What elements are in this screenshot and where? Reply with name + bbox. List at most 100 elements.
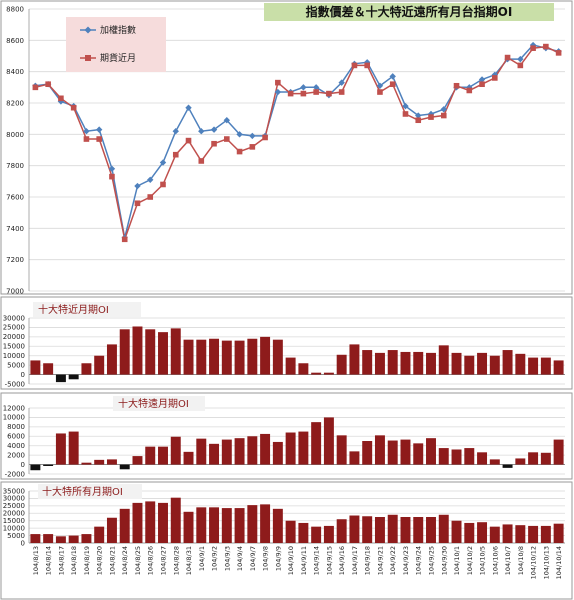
near-month-bar xyxy=(451,352,462,375)
series-1-point xyxy=(338,79,345,86)
near-month-bar xyxy=(438,345,449,375)
all-month-bar xyxy=(489,526,500,543)
near-month-bar xyxy=(528,357,539,375)
far-month-bar xyxy=(68,431,79,465)
all-month-bar xyxy=(336,519,347,543)
all-month-bar xyxy=(540,525,551,543)
date-tick: 104/10/14 xyxy=(555,546,563,579)
near-month-y-tick: -5000 xyxy=(5,380,25,388)
series-2-point xyxy=(262,134,268,141)
all-month-bar xyxy=(221,508,232,543)
near-month-bar xyxy=(81,363,92,375)
near-month-bar xyxy=(336,354,347,375)
far-month-bar xyxy=(221,439,232,465)
date-tick: 104/9/25 xyxy=(428,546,436,575)
near-month-y-tick: 30000 xyxy=(3,314,25,322)
date-tick: 104/8/25 xyxy=(134,546,142,575)
series-1-point xyxy=(185,104,192,111)
series-2-point xyxy=(530,45,536,51)
series-2-point xyxy=(415,117,422,124)
near-month-bar xyxy=(285,357,296,375)
series-2-point xyxy=(249,144,256,150)
all-month-bar xyxy=(196,507,207,543)
all-month-bar xyxy=(400,517,411,543)
near-month-bar xyxy=(221,340,232,375)
date-tick: 104/9/30 xyxy=(440,546,448,575)
far-month-title: 十大特遠月期OI xyxy=(118,397,189,410)
main-series-markers xyxy=(32,41,562,243)
far-month-bar xyxy=(30,464,41,471)
all-month-bar xyxy=(387,514,398,543)
series-1-point xyxy=(389,73,396,80)
series-2-point xyxy=(275,79,281,86)
near-month-bar xyxy=(247,338,258,375)
date-tick: 104/9/7 xyxy=(249,546,257,571)
main-y-tick: 7600 xyxy=(6,194,24,202)
series-2-point xyxy=(492,75,498,81)
series-2-point xyxy=(428,114,434,120)
series-2-point xyxy=(364,62,370,69)
far-month-bar xyxy=(311,422,322,465)
near-month-bars xyxy=(30,326,564,383)
near-month-bar xyxy=(311,372,322,375)
series-2-point xyxy=(517,62,524,69)
series-2-point xyxy=(466,87,473,94)
main-y-tick: 7000 xyxy=(6,288,24,296)
near-month-bar xyxy=(196,339,207,375)
series-2-point xyxy=(147,194,154,200)
date-tick: 104/9/2 xyxy=(211,546,219,571)
far-month-bar xyxy=(183,451,194,465)
all-month-bar xyxy=(43,534,54,543)
series-1-point xyxy=(440,106,447,113)
series-1-point xyxy=(147,176,154,183)
all-month-bar xyxy=(30,534,41,543)
series-2-point xyxy=(172,151,179,158)
far-month-bar xyxy=(132,456,143,465)
main-title-box xyxy=(264,3,554,21)
near-month-bar xyxy=(209,338,220,375)
series-1-point xyxy=(95,126,103,133)
far-month-bar xyxy=(426,438,436,465)
series-2-point xyxy=(504,54,511,61)
main-y-tick: 7800 xyxy=(6,162,24,170)
far-month-bar xyxy=(260,433,271,465)
far-month-bar xyxy=(158,446,168,465)
all-month-bar xyxy=(260,504,271,543)
far-month-bar xyxy=(413,443,424,465)
series-1-point xyxy=(478,76,486,83)
far-month-bar xyxy=(336,435,347,465)
date-tick: 104/8/24 xyxy=(121,546,129,575)
all-month-bar xyxy=(170,497,181,543)
far-month-y-tick: -2000 xyxy=(5,470,25,478)
main-y-tick: 7400 xyxy=(6,225,24,233)
main-chart-title: 指數價差＆十大特近遠所有月台指期OI xyxy=(306,4,513,19)
all-month-bar xyxy=(68,535,79,543)
date-tick: 104/10/8 xyxy=(517,546,525,575)
all-month-bar xyxy=(413,517,424,543)
series-2-point xyxy=(300,90,307,97)
near-month-bar xyxy=(349,344,360,375)
far-month-bar xyxy=(464,448,475,465)
legend-box xyxy=(66,17,166,72)
date-tick: 104/8/14 xyxy=(45,546,53,575)
all-month-bar xyxy=(528,525,539,543)
date-tick: 104/9/22 xyxy=(389,546,397,575)
all-month-bar xyxy=(234,508,245,543)
near-month-bar xyxy=(502,350,513,375)
main-line-panel: 7000 7200 7400 7600 7800 8000 8200 8400 8600 8800… xyxy=(0,0,573,296)
far-month-y-tick: 0 xyxy=(21,461,25,469)
series-1-point xyxy=(517,55,524,63)
date-tick: 104/9/14 xyxy=(313,546,321,575)
date-tick: 104/8/26 xyxy=(147,546,155,575)
series-1-point xyxy=(159,159,167,166)
legend-label-series-1: 加權指數 xyxy=(100,24,136,36)
all-month-bar xyxy=(247,505,258,543)
far-month-bar xyxy=(528,452,539,465)
far-month-bar xyxy=(298,431,309,465)
series-2-point xyxy=(313,89,319,95)
near-month-bar xyxy=(170,328,181,375)
main-y-tick: 8200 xyxy=(6,100,24,108)
date-tick: 104/8/31 xyxy=(185,546,193,575)
near-month-bar xyxy=(400,351,411,375)
